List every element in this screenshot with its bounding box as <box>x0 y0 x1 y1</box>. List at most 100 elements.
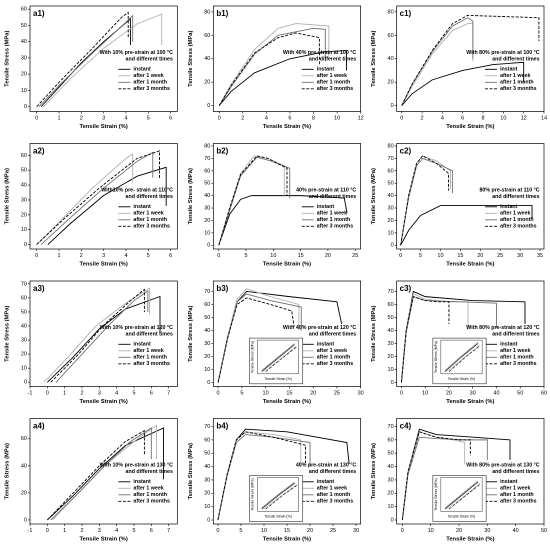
y-tick-label: 0 <box>24 242 27 248</box>
x-axis-label: Tensile Strain (%) <box>446 262 494 268</box>
x-tick-label: 0 <box>400 390 403 396</box>
y-axis-label: Tensile Stress (MPa) <box>5 306 11 362</box>
y-tick-label: 70 <box>204 289 210 295</box>
x-tick-label: 8 <box>312 115 315 121</box>
x-tick-label: 3 <box>102 115 105 121</box>
panel-label: b4) <box>216 422 228 431</box>
plot-frame <box>396 280 545 387</box>
legend-label: after 1 week <box>500 486 530 492</box>
legend-label: instant <box>317 479 335 485</box>
annotation: and different times <box>492 194 539 200</box>
x-axis-label: Tensile Strain (%) <box>446 399 494 405</box>
annotation: and different times <box>309 331 356 337</box>
legend-label: after 3 months <box>500 224 537 230</box>
x-tick-label: 1 <box>57 253 60 259</box>
inset-y-label: Tensile Stress (MPa) <box>434 341 438 373</box>
y-tick-label: 30 <box>388 205 394 211</box>
series-line <box>401 17 474 106</box>
series-line <box>261 481 295 509</box>
x-tick-label: 10 <box>428 528 434 534</box>
x-tick-label: 0 <box>35 253 38 259</box>
series-line <box>401 431 471 521</box>
series-line <box>446 344 481 372</box>
series-line <box>36 153 134 245</box>
inset-plot <box>440 477 483 512</box>
y-tick-label: 10 <box>21 88 27 94</box>
x-tick-label: 5 <box>147 253 150 259</box>
y-tick-label: 60 <box>204 437 210 443</box>
y-tick-label: 50 <box>388 315 394 321</box>
x-tick-label: 50 <box>517 390 523 396</box>
y-tick-label: 20 <box>21 490 27 496</box>
y-tick-label: 60 <box>21 7 27 13</box>
series-line <box>448 345 481 372</box>
x-tick-label: 1 <box>63 390 66 396</box>
legend-label: instant <box>500 342 518 348</box>
legend-label: after 1 week <box>317 73 347 79</box>
x-tick-label: 30 <box>484 528 490 534</box>
x-tick-label: -1 <box>28 528 33 534</box>
annotation: and different times <box>126 194 173 200</box>
y-tick-label: 60 <box>21 153 27 159</box>
y-tick-label: 30 <box>21 338 27 344</box>
x-axis-label: Tensile Strain (%) <box>263 262 311 268</box>
y-tick-label: 60 <box>204 168 210 174</box>
y-tick-label: 0 <box>207 243 210 249</box>
y-tick-label: 50 <box>204 315 210 321</box>
legend-label: after 1 month <box>500 492 534 498</box>
y-tick-label: 0 <box>207 380 210 386</box>
annotation: and different times <box>126 469 173 475</box>
annotation: With 80% pre-strain at 120 °C <box>466 325 539 331</box>
x-tick-label: 4 <box>124 115 127 121</box>
legend-label: instant <box>500 204 518 210</box>
x-tick-label: 1 <box>63 528 66 534</box>
series-line <box>38 14 134 107</box>
x-tick-label: 20 <box>446 390 452 396</box>
x-tick-label: 6 <box>169 115 172 121</box>
annotation: and different times <box>309 194 356 200</box>
annotation: 80% pre-strain at 110 °C <box>479 187 539 193</box>
x-tick-label: 6 <box>150 390 153 396</box>
x-axis-label: Tensile Strain (%) <box>263 399 311 405</box>
y-tick-label: 60 <box>388 33 394 39</box>
annotation: With 40% pre-strain at 120 °C <box>283 325 356 331</box>
y-tick-label: 40 <box>388 464 394 470</box>
inset-plot <box>257 477 299 512</box>
x-tick-label: 5 <box>239 528 242 534</box>
y-tick-label: 40 <box>21 463 27 469</box>
y-tick-label: 30 <box>204 341 210 347</box>
x-tick-label: 7 <box>167 390 170 396</box>
x-axis-label: Tensile Strain (%) <box>80 537 128 543</box>
x-axis-label: Tensile Strain (%) <box>263 537 311 543</box>
x-tick-label: 12 <box>358 115 364 121</box>
inset-frame <box>432 337 487 385</box>
x-tick-label: 25 <box>497 253 503 259</box>
annotation: With 10% pre-strain at 130 °C <box>100 462 173 468</box>
x-tick-label: 0 <box>399 253 402 259</box>
series-line <box>444 480 479 509</box>
y-tick-label: 40 <box>204 328 210 334</box>
y-tick-label: 20 <box>21 352 27 358</box>
y-tick-label: 0 <box>24 380 27 386</box>
x-tick-label: 30 <box>353 528 359 534</box>
y-tick-label: 40 <box>388 328 394 334</box>
y-tick-label: 20 <box>388 491 394 497</box>
legend-label: after 1 month <box>133 355 167 361</box>
y-tick-label: 20 <box>388 354 394 360</box>
x-tick-label: 3 <box>98 390 101 396</box>
x-tick-label: 4 <box>441 115 444 121</box>
y-axis-label: Tensile Stress (MPa) <box>5 31 11 87</box>
legend-label: after 1 month <box>133 217 167 223</box>
legend-label: after 1 week <box>133 348 163 354</box>
y-tick-label: 70 <box>21 281 27 287</box>
x-tick-label: 6 <box>150 528 153 534</box>
legend-label: instant <box>317 342 335 348</box>
x-axis-label: Tensile Strain (%) <box>446 537 494 543</box>
annotation: and different times <box>309 56 356 62</box>
series-line <box>218 156 291 246</box>
y-tick-label: 20 <box>204 491 210 497</box>
x-tick-label: 0 <box>216 528 219 534</box>
series-line <box>218 155 288 246</box>
legend-label: instant <box>500 479 518 485</box>
